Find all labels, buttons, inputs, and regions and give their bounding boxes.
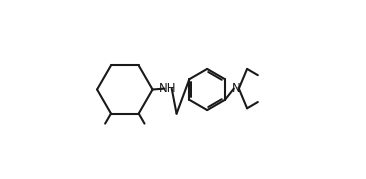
- Text: NH: NH: [159, 82, 176, 95]
- Text: N: N: [232, 82, 240, 95]
